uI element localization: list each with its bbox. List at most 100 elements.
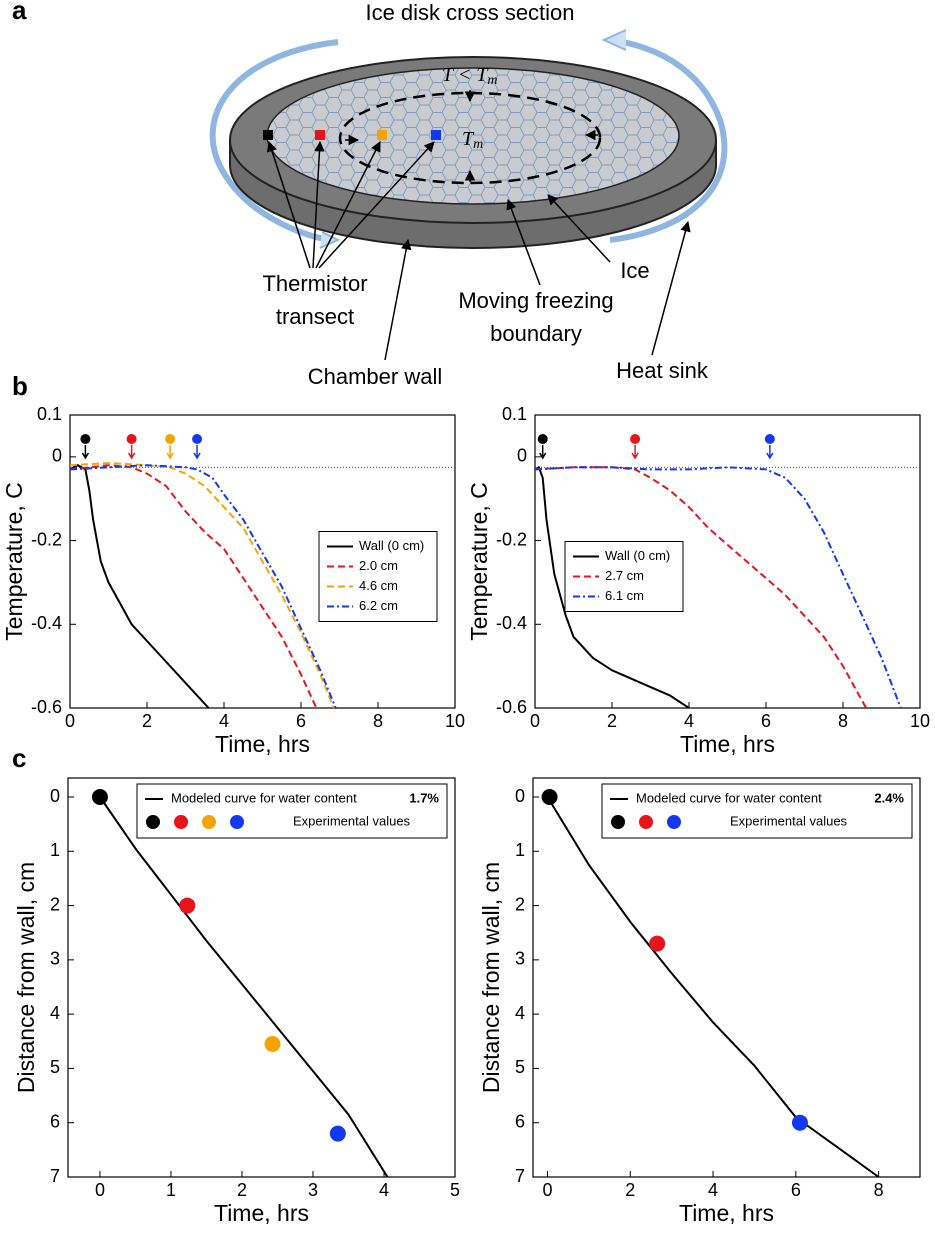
x-tick-label: 0 bbox=[95, 1180, 105, 1200]
y-tick-label: 0.1 bbox=[37, 404, 62, 424]
thermistor-label: transect bbox=[276, 304, 354, 329]
x-tick-label: 10 bbox=[910, 711, 930, 731]
legend-label: 6.1 cm bbox=[605, 588, 644, 603]
legend-swatch bbox=[146, 815, 160, 829]
x-axis-label: Time, hrs bbox=[679, 1200, 774, 1226]
y-tick-label: -0.4 bbox=[31, 613, 62, 633]
y-tick-label: 0 bbox=[515, 786, 525, 806]
chart: 0 2 4 6 8 10 -0.6 -0.4 -0.2 0 0.1 Time, hrs Temperat… bbox=[1, 404, 465, 757]
onset-arrow bbox=[766, 445, 774, 460]
x-tick-label: 2 bbox=[142, 711, 152, 731]
freezing-boundary bbox=[338, 91, 602, 185]
y-tick-label: -0.2 bbox=[496, 529, 527, 549]
label-arrows bbox=[266, 140, 691, 361]
y-axis-label: Temperature, C bbox=[1, 482, 27, 641]
series-line bbox=[546, 796, 880, 1178]
disk-diagram: Ice disk cross section T < Tm Tm Thermis… bbox=[209, 0, 728, 389]
x-tick-label: 1 bbox=[166, 1180, 176, 1200]
onset-arrow bbox=[631, 445, 639, 460]
x-tick-label: 0 bbox=[542, 1180, 552, 1200]
legend-label: 4.6 cm bbox=[359, 578, 398, 593]
y-tick-label: 1 bbox=[50, 840, 60, 860]
y-tick-label: 5 bbox=[50, 1057, 60, 1077]
legend-note: 1.7% bbox=[409, 790, 439, 805]
x-tick-label: 2 bbox=[237, 1180, 247, 1200]
x-tick-label: 0 bbox=[65, 711, 75, 731]
x-axis-label: Time, hrs bbox=[680, 731, 775, 757]
wall-label: Chamber wall bbox=[308, 364, 443, 389]
inner-temp-label: Tm bbox=[462, 128, 483, 153]
series-line bbox=[534, 466, 902, 709]
legend-label: 2.0 cm bbox=[359, 558, 398, 573]
legend-note: 2.4% bbox=[874, 790, 904, 805]
legend-swatch bbox=[174, 815, 188, 829]
y-tick-label: 4 bbox=[515, 1003, 525, 1023]
x-axis-label: Time, hrs bbox=[214, 1200, 309, 1226]
y-tick-label: 6 bbox=[50, 1111, 60, 1131]
x-tick-label: 6 bbox=[761, 711, 771, 731]
series-line bbox=[534, 466, 867, 709]
flow-arrow bbox=[609, 37, 728, 243]
sink-label: Heat sink bbox=[616, 358, 709, 383]
x-tick-label: 8 bbox=[373, 711, 383, 731]
y-tick-label: 4 bbox=[50, 1003, 60, 1023]
onset-arrow bbox=[539, 445, 547, 460]
onset-marker bbox=[630, 434, 641, 444]
legend-label: Wall (0 cm) bbox=[605, 548, 670, 563]
x-tick-label: 4 bbox=[379, 1180, 389, 1200]
x-tick-label: 6 bbox=[296, 711, 306, 731]
y-tick-label: 7 bbox=[515, 1166, 525, 1186]
series-line bbox=[69, 464, 210, 709]
x-axis-label: Time, hrs bbox=[215, 731, 310, 757]
y-tick-label: -0.4 bbox=[496, 613, 527, 633]
onset-arrow bbox=[127, 445, 136, 460]
diagram-title: Ice disk cross section bbox=[365, 0, 574, 25]
panel-label: b bbox=[12, 371, 28, 401]
x-tick-label: 4 bbox=[219, 711, 229, 731]
x-tick-label: 2 bbox=[607, 711, 617, 731]
series-line bbox=[534, 465, 690, 709]
onset-marker bbox=[80, 434, 91, 444]
flow-arrow-head bbox=[601, 29, 627, 51]
legend-swatch bbox=[667, 815, 681, 829]
legend-box bbox=[136, 783, 448, 839]
series-line bbox=[99, 796, 389, 1178]
boundary-label: Moving freezing bbox=[458, 288, 613, 313]
x-tick-label: 8 bbox=[874, 1180, 884, 1200]
legend-box bbox=[601, 783, 913, 839]
x-tick-label: 10 bbox=[445, 711, 465, 731]
legend-label: Modeled curve for water content bbox=[636, 790, 822, 805]
x-tick-label: 6 bbox=[791, 1180, 801, 1200]
chart: 0 2 4 6 8 10 -0.6 -0.4 -0.2 0 0.1 Time, hrs Temperat… bbox=[466, 404, 930, 757]
panel-label: c bbox=[12, 743, 26, 773]
y-tick-label: 0 bbox=[50, 786, 60, 806]
legend-swatch bbox=[639, 815, 653, 829]
onset-marker bbox=[165, 434, 176, 444]
outer-temp-label: T < Tm bbox=[442, 64, 498, 89]
x-tick-label: 8 bbox=[838, 711, 848, 731]
legend-label: Experimental values bbox=[293, 813, 411, 828]
data-point bbox=[179, 897, 196, 914]
legend-swatch bbox=[230, 815, 244, 829]
y-tick-label: 0.1 bbox=[502, 404, 527, 424]
thermistor bbox=[315, 130, 325, 140]
y-tick-label: 5 bbox=[515, 1057, 525, 1077]
panel-label: a bbox=[12, 0, 27, 25]
y-tick-label: 2 bbox=[515, 894, 525, 914]
y-tick-label: 3 bbox=[515, 949, 525, 969]
legend-label: Modeled curve for water content bbox=[171, 790, 357, 805]
legend-label: Wall (0 cm) bbox=[359, 538, 424, 553]
onset-arrow bbox=[166, 445, 174, 460]
y-axis-label: Temperature, C bbox=[466, 482, 492, 641]
onset-marker bbox=[764, 434, 775, 444]
y-tick-label: 2 bbox=[50, 894, 60, 914]
onset-marker bbox=[537, 434, 548, 444]
legend-label: 2.7 cm bbox=[605, 568, 644, 583]
x-tick-label: 5 bbox=[450, 1180, 460, 1200]
y-tick-label: 1 bbox=[515, 840, 525, 860]
x-tick-label: 0 bbox=[530, 711, 540, 731]
legend-swatch bbox=[202, 815, 216, 829]
chart: 0 2 4 6 8 0 1 2 3 4 5 6 7 Time, hrs Distance from wall… bbox=[478, 777, 921, 1226]
y-axis-label: Distance from wall, cm bbox=[13, 862, 39, 1093]
